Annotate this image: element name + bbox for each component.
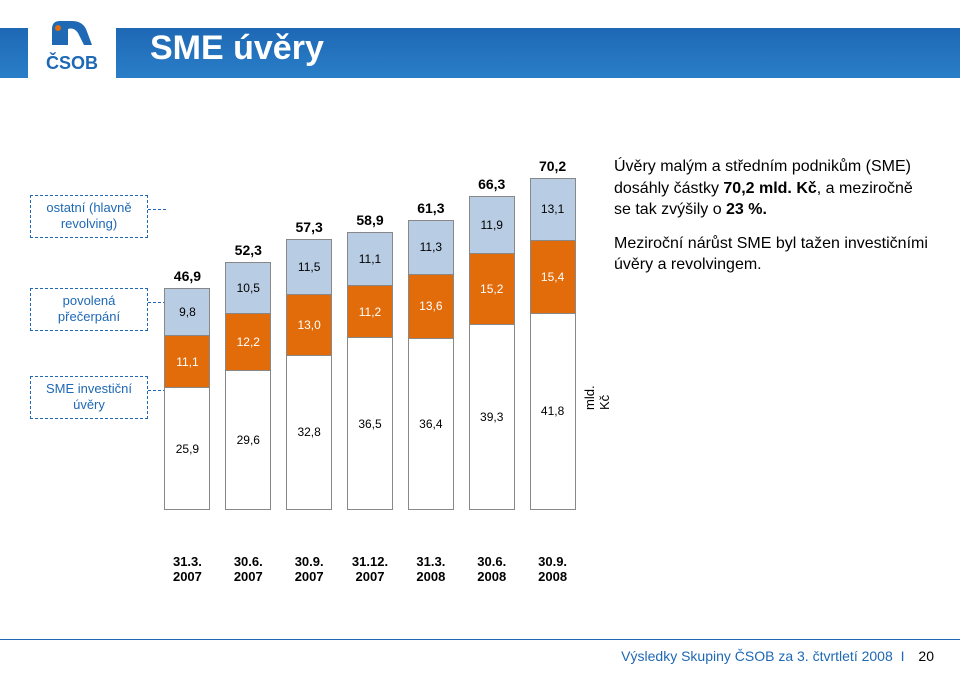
segment-investicni: 32,8 (287, 355, 331, 509)
segment-investicni: 41,8 (531, 313, 575, 509)
page-number: 20 (918, 648, 934, 664)
bar-column: 57,3 32,813,011,5 (282, 219, 337, 510)
bar-stack: 39,315,211,9 (469, 196, 515, 510)
x-label: 30.9.2008 (525, 554, 580, 584)
bar-total-label: 57,3 (296, 219, 323, 235)
footer: Výsledky Skupiny ČSOB za 3. čtvrtletí 20… (621, 648, 934, 664)
bar-total-label: 52,3 (235, 242, 262, 258)
bar-column: 46,9 25,911,19,8 (160, 268, 215, 510)
footer-separator: I (901, 648, 905, 664)
segment-ostatni: 9,8 (165, 289, 209, 335)
slide-title: SME úvěry (150, 29, 324, 68)
x-label: 31.3.2007 (160, 554, 215, 584)
bar-total-label: 66,3 (478, 176, 505, 192)
segment-ostatni: 11,5 (287, 240, 331, 294)
segment-ostatni: 10,5 (226, 263, 270, 312)
bar-stack: 29,612,210,5 (225, 262, 271, 510)
body-paragraph-2: Meziroční nárůst SME byl tažen investičn… (614, 233, 934, 276)
bar-stack: 36,511,211,1 (347, 232, 393, 510)
title-background (0, 28, 960, 78)
body-text: Úvěry malým a středním podnikům (SME) do… (614, 156, 934, 288)
bar-stack: 36,413,611,3 (408, 220, 454, 510)
bar-column: 66,3 39,315,211,9 (464, 176, 519, 510)
segment-investicni: 25,9 (165, 387, 209, 509)
bar-total-label: 46,9 (174, 268, 201, 284)
bar-stack: 32,813,011,5 (286, 239, 332, 510)
bar-total-label: 61,3 (417, 200, 444, 216)
legend-precerpani: povolená přečerpání (30, 288, 148, 331)
brand-logo: ČSOB (28, 8, 116, 80)
segment-ostatni: 11,9 (470, 197, 514, 253)
segment-investicni: 39,3 (470, 324, 514, 509)
bar-stack-group: 46,925,911,19,852,329,612,210,557,332,81… (160, 130, 580, 510)
footer-rule (0, 639, 960, 640)
x-label: 31.3.2008 (403, 554, 458, 584)
x-label: 30.6.2008 (464, 554, 519, 584)
legend: ostatní (hlavně revolving) povolená přeče… (30, 130, 160, 510)
bar-column: 70,2 41,815,413,1 (525, 158, 580, 510)
slide: ČSOB SME úvěry ostatní (hlavně revolving… (0, 0, 960, 678)
segment-precerpani: 11,1 (165, 335, 209, 387)
legend-investicni: SME investiční úvěry (30, 376, 148, 419)
segment-precerpani: 13,6 (409, 274, 453, 338)
bar-column: 61,3 36,413,611,3 (403, 200, 458, 510)
segment-ostatni: 13,1 (531, 179, 575, 241)
bar-stack: 41,815,413,1 (530, 178, 576, 510)
bar-column: 58,9 36,511,211,1 (343, 212, 398, 510)
x-label: 31.12.2007 (343, 554, 398, 584)
segment-ostatni: 11,1 (348, 233, 392, 285)
y-axis-unit: mld. Kč (582, 385, 612, 410)
sme-loans-chart: ostatní (hlavně revolving) povolená přeče… (30, 130, 590, 540)
segment-precerpani: 11,2 (348, 285, 392, 338)
segment-precerpani: 15,4 (531, 240, 575, 312)
legend-ostatni: ostatní (hlavně revolving) (30, 195, 148, 238)
segment-precerpani: 12,2 (226, 313, 270, 370)
bar-stack: 25,911,19,8 (164, 288, 210, 510)
brand-name: ČSOB (46, 53, 98, 74)
lion-icon (48, 15, 96, 51)
title-bar: SME úvěry (150, 18, 324, 78)
x-axis-labels: 31.3.200730.6.200730.9.200731.12.200731.… (160, 554, 580, 584)
body-paragraph-1: Úvěry malým a středním podnikům (SME) do… (614, 156, 934, 221)
segment-investicni: 36,4 (409, 338, 453, 509)
x-label: 30.6.2007 (221, 554, 276, 584)
bar-total-label: 58,9 (356, 212, 383, 228)
footer-text: Výsledky Skupiny ČSOB za 3. čtvrtletí 20… (621, 648, 893, 664)
segment-ostatni: 11,3 (409, 221, 453, 274)
bar-total-label: 70,2 (539, 158, 566, 174)
segment-investicni: 29,6 (226, 370, 270, 509)
x-label: 30.9.2007 (282, 554, 337, 584)
segment-precerpani: 13,0 (287, 294, 331, 355)
segment-investicni: 36,5 (348, 337, 392, 509)
bar-column: 52,3 29,612,210,5 (221, 242, 276, 510)
segment-precerpani: 15,2 (470, 253, 514, 324)
